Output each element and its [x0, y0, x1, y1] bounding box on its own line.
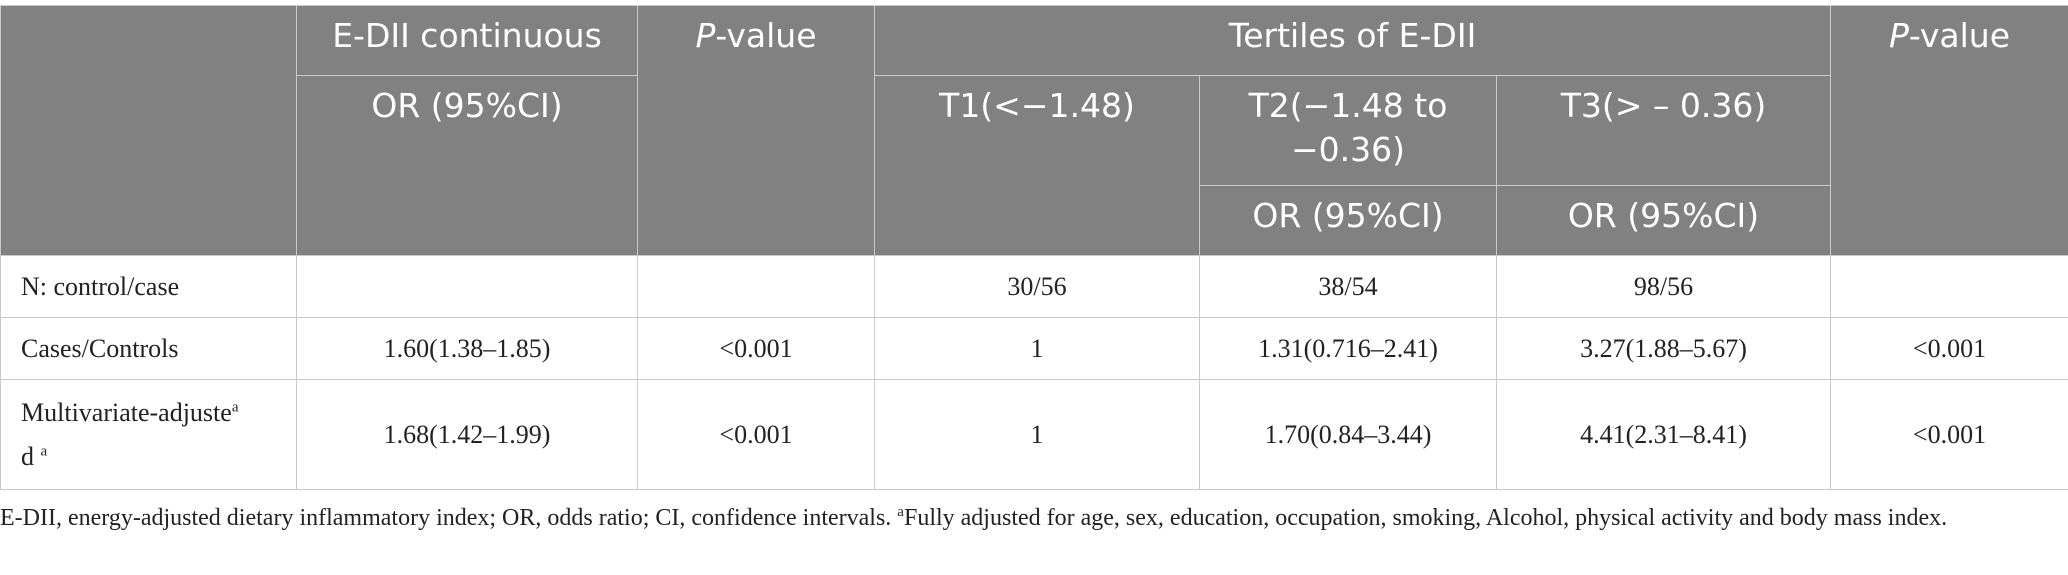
header-t3: T3(> – 0.36) [1496, 75, 1831, 186]
cell-t2: 38/54 [1199, 255, 1497, 318]
header-empty-cell [0, 5, 297, 256]
cell-t2: 1.31(0.716–2.41) [1199, 317, 1497, 380]
header-edii-continuous: E-DII continuous [296, 5, 638, 76]
row-label-sup-2: a [40, 442, 48, 459]
cell-p1 [637, 255, 875, 318]
cell-t3: 3.27(1.88–5.67) [1496, 317, 1831, 380]
row-label: Multivariate-adjustea d a [0, 379, 297, 490]
header-t2: T2(−1.48 to −0.36) [1199, 75, 1497, 186]
cell-p2: <0.001 [1830, 379, 2068, 490]
header-p-value-1: P-value [637, 5, 875, 256]
header-p-italic-1: P [695, 16, 716, 55]
row-label: N: control/case [0, 255, 297, 318]
cell-edii: 1.60(1.38–1.85) [296, 317, 638, 380]
header-tertiles: Tertiles of E-DII [874, 5, 1831, 76]
cell-edii: 1.68(1.42–1.99) [296, 379, 638, 490]
cell-t1: 1 [874, 379, 1200, 490]
header-row-2: OR (95%CI) T1(<−1.48) T2(−1.48 to −0.36)… [1, 75, 2068, 256]
table-row: Cases/Controls 1.60(1.38–1.85) <0.001 1 … [0, 317, 2068, 380]
cell-t1: 1 [874, 317, 1200, 380]
header-t2-or: OR (95%CI) [1199, 185, 1497, 256]
header-t1: T1(<−1.48) [874, 75, 1200, 256]
cell-p2: <0.001 [1830, 317, 2068, 380]
table-row: Multivariate-adjustea d a 1.68(1.42–1.99)… [0, 379, 2068, 490]
header-p-rest-2: -value [1908, 16, 2011, 55]
cell-t3: 98/56 [1496, 255, 1831, 318]
footnote-text-2: Fully adjusted for age, sex, education, … [903, 505, 1948, 531]
cell-edii [296, 255, 638, 318]
header-or-ci: OR (95%CI) [296, 75, 638, 256]
header-t3-or: OR (95%CI) [1496, 185, 1831, 256]
cell-p2 [1830, 255, 2068, 318]
cell-p1: <0.001 [637, 317, 875, 380]
cell-t2: 1.70(0.84–3.44) [1199, 379, 1497, 490]
row-label: Cases/Controls [0, 317, 297, 380]
cell-t3: 4.41(2.31–8.41) [1496, 379, 1831, 490]
table-row: N: control/case 30/56 38/54 98/56 [0, 255, 2068, 318]
row-label-sup-1: a [231, 398, 239, 415]
row-label-part-a: Multivariate-adjuste [21, 397, 232, 427]
results-table: E-DII continuous P-value Tertiles of E-D… [0, 5, 2068, 490]
cell-p1: <0.001 [637, 379, 875, 490]
header-row-1: E-DII continuous P-value Tertiles of E-D… [0, 5, 2068, 256]
cell-t1: 30/56 [874, 255, 1200, 318]
header-p-italic-2: P [1888, 16, 1909, 55]
row-label-part-b: d [21, 441, 41, 471]
header-p-rest-1: -value [715, 16, 817, 55]
header-row-3: OR (95%CI) OR (95%CI) [1, 185, 2068, 256]
header-p-value-2: P-value [1830, 5, 2068, 256]
footnote-text: E-DII, energy-adjusted dietary inflammat… [0, 505, 898, 531]
footnote-sup: a [897, 504, 904, 520]
table-footnote: E-DII, energy-adjusted dietary inflammat… [0, 500, 2060, 536]
